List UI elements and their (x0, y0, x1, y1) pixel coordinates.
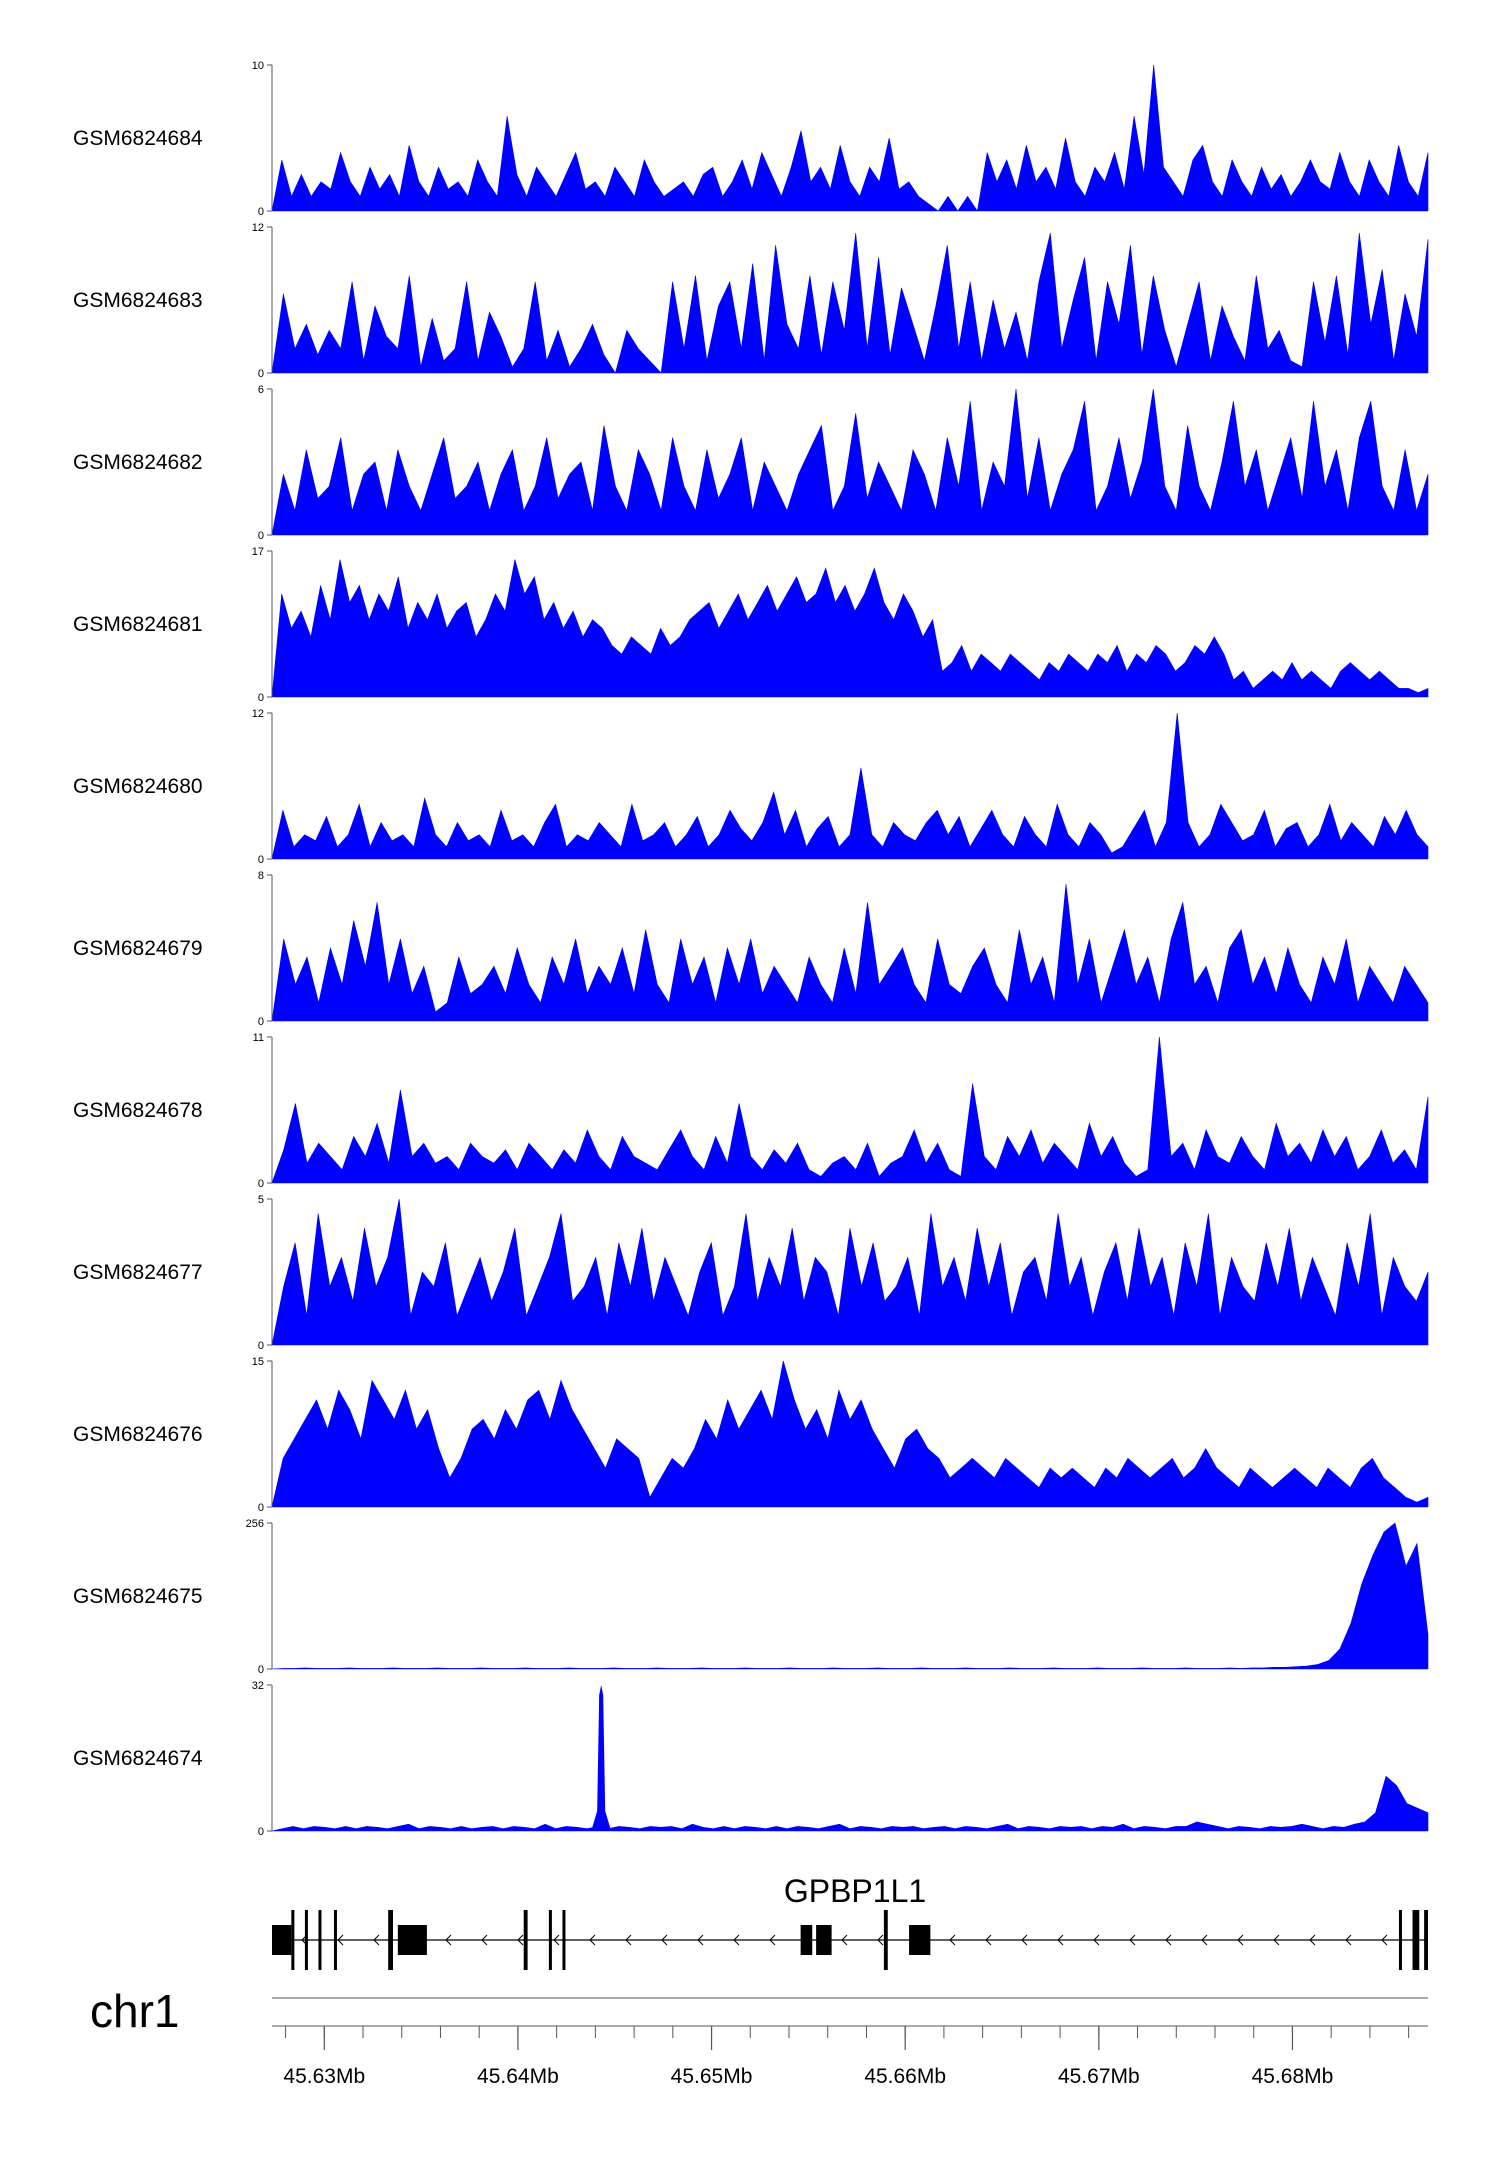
track-label-GSM6824674: GSM6824674 (73, 1747, 203, 1770)
coverage-area-GSM6824676 (271, 1360, 1429, 1508)
track-label-GSM6824683: GSM6824683 (73, 289, 203, 312)
x-tick-label: 45.63Mb (283, 2065, 365, 2088)
strand-chevron (445, 1934, 452, 1946)
strand-chevron (1093, 1934, 1100, 1946)
y-tick-label-max-GSM6824681: 17 (252, 546, 264, 558)
strand-chevron (769, 1934, 776, 1946)
x-tick-label: 45.65Mb (671, 2065, 753, 2088)
y-tick-label-min-GSM6824677: 0 (258, 1340, 264, 1352)
y-tick-label-max-GSM6824675: 256 (246, 1518, 264, 1530)
strand-chevron (1165, 1934, 1172, 1946)
y-tick-label-min-GSM6824684: 0 (258, 206, 264, 218)
x-tick-label: 45.66Mb (864, 2065, 946, 2088)
x-tick-label: 45.68Mb (1252, 2065, 1334, 2088)
strand-chevron (625, 1934, 632, 1946)
gene-exon (304, 1910, 308, 1970)
gene-name-label: GPBP1L1 (784, 1873, 926, 1909)
coverage-peak-GSM6824674 (591, 1685, 612, 1831)
gene-exon (523, 1910, 528, 1970)
strand-chevron (481, 1934, 488, 1946)
strand-chevron (733, 1934, 740, 1946)
y-tick-label-max-GSM6824678: 11 (253, 1032, 264, 1044)
gene-exon (333, 1910, 337, 1970)
strand-chevron (337, 1934, 344, 1946)
track-label-GSM6824684: GSM6824684 (73, 127, 203, 150)
coverage-area-GSM6824682 (271, 388, 1429, 536)
strand-chevron (1309, 1934, 1316, 1946)
y-tick-label-min-GSM6824681: 0 (258, 692, 264, 704)
strand-chevron (661, 1934, 668, 1946)
gene-exon (800, 1925, 813, 1955)
track-label-GSM6824677: GSM6824677 (73, 1261, 203, 1284)
track-label-GSM6824679: GSM6824679 (73, 937, 203, 960)
strand-chevron (1345, 1934, 1352, 1946)
strand-chevron (1237, 1934, 1244, 1946)
gene-exon (562, 1910, 566, 1970)
strand-chevron (841, 1934, 848, 1946)
y-tick-label-min-GSM6824675: 0 (258, 1664, 264, 1676)
x-tick-label: 45.67Mb (1058, 2065, 1140, 2088)
y-tick-label-max-GSM6824674: 32 (252, 1680, 264, 1692)
track-label-GSM6824675: GSM6824675 (73, 1585, 203, 1608)
track-label-GSM6824678: GSM6824678 (73, 1099, 203, 1122)
strand-chevron (1381, 1934, 1388, 1946)
gene-exon (291, 1910, 295, 1970)
strand-chevron (1057, 1934, 1064, 1946)
y-tick-label-min-GSM6824678: 0 (258, 1178, 264, 1190)
y-tick-label-max-GSM6824676: 15 (252, 1356, 264, 1368)
coverage-area-GSM6824680 (271, 712, 1429, 860)
y-tick-label-min-GSM6824680: 0 (258, 854, 264, 866)
gene-exon (318, 1910, 322, 1970)
gene-exon (1424, 1910, 1428, 1970)
track-label-GSM6824676: GSM6824676 (73, 1423, 203, 1446)
strand-chevron (1201, 1934, 1208, 1946)
track-label-GSM6824681: GSM6824681 (73, 613, 203, 636)
gene-exon (1398, 1910, 1402, 1970)
y-tick-label-min-GSM6824674: 0 (258, 1826, 264, 1838)
gene-exon (272, 1925, 292, 1955)
strand-chevron (877, 1934, 884, 1946)
coverage-area-GSM6824677 (271, 1198, 1429, 1346)
strand-chevron (1129, 1934, 1136, 1946)
gene-exon (397, 1925, 427, 1955)
coverage-area-GSM6824681 (271, 559, 1429, 698)
y-tick-label-max-GSM6824677: 5 (258, 1194, 264, 1206)
coverage-area-GSM6824683 (271, 233, 1429, 374)
strand-chevron (553, 1934, 560, 1946)
coverage-area-GSM6824679 (271, 884, 1429, 1022)
coverage-area-GSM6824684 (271, 64, 1429, 212)
coverage-area-GSM6824678 (271, 1036, 1429, 1184)
chromosome-label: chr1 (90, 1985, 179, 2037)
gene-exon (816, 1925, 832, 1955)
strand-chevron (1273, 1934, 1280, 1946)
gene-exon (909, 1925, 931, 1955)
y-tick-label-min-GSM6824676: 0 (258, 1502, 264, 1514)
strand-chevron (985, 1934, 992, 1946)
strand-chevron (949, 1934, 956, 1946)
track-label-GSM6824682: GSM6824682 (73, 451, 203, 474)
gene-exon (548, 1910, 552, 1970)
coverage-area-GSM6824675 (271, 1522, 1429, 1670)
strand-chevron (589, 1934, 596, 1946)
y-tick-label-max-GSM6824683: 12 (252, 222, 264, 234)
y-tick-label-max-GSM6824679: 8 (258, 870, 264, 882)
gene-exon (1412, 1910, 1420, 1970)
coverage-area-GSM6824674 (271, 1775, 1429, 1832)
y-tick-label-max-GSM6824682: 6 (258, 384, 264, 396)
x-tick-label: 45.64Mb (477, 2065, 559, 2088)
y-tick-label-min-GSM6824679: 0 (258, 1016, 264, 1028)
track-label-GSM6824680: GSM6824680 (73, 775, 203, 798)
y-tick-label-min-GSM6824682: 0 (258, 530, 264, 542)
strand-chevron (373, 1934, 380, 1946)
strand-chevron (1021, 1934, 1028, 1946)
y-tick-label-max-GSM6824684: 10 (252, 60, 264, 72)
gene-exon (388, 1910, 394, 1970)
y-tick-label-max-GSM6824680: 12 (252, 708, 264, 720)
strand-chevron (517, 1934, 524, 1946)
strand-chevron (697, 1934, 704, 1946)
y-tick-label-min-GSM6824683: 0 (258, 368, 264, 380)
gene-exon (883, 1910, 888, 1970)
